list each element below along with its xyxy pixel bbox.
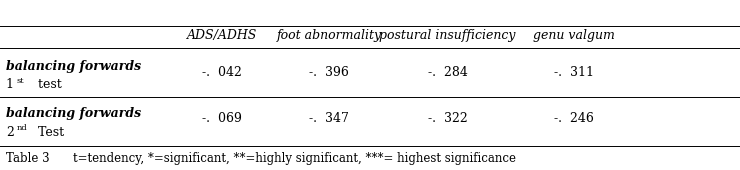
Text: postural insufficiency: postural insufficiency bbox=[380, 29, 516, 42]
Text: Table 3: Table 3 bbox=[6, 152, 50, 165]
Text: foot abnormality: foot abnormality bbox=[277, 29, 382, 42]
Text: nd: nd bbox=[16, 124, 27, 132]
Text: -.  322: -. 322 bbox=[428, 113, 468, 125]
Text: -.  042: -. 042 bbox=[202, 66, 242, 79]
Text: balancing forwards: balancing forwards bbox=[6, 60, 141, 73]
Text: ADS/ADHS: ADS/ADHS bbox=[186, 29, 258, 42]
Text: -.  284: -. 284 bbox=[428, 66, 468, 79]
Text: -.  311: -. 311 bbox=[554, 66, 593, 79]
Text: -.  396: -. 396 bbox=[309, 66, 349, 79]
Text: 2: 2 bbox=[6, 126, 14, 139]
Text: genu valgum: genu valgum bbox=[533, 29, 614, 42]
Text: Test: Test bbox=[34, 126, 64, 139]
Text: test: test bbox=[34, 79, 62, 91]
Text: t=tendency, *=significant, **=highly significant, ***= highest significance: t=tendency, *=significant, **=highly sig… bbox=[73, 152, 516, 165]
Text: -.  069: -. 069 bbox=[202, 113, 242, 125]
Text: st: st bbox=[16, 77, 24, 85]
Text: balancing forwards: balancing forwards bbox=[6, 107, 141, 120]
Text: 1: 1 bbox=[6, 79, 14, 91]
Text: -.  246: -. 246 bbox=[554, 113, 593, 125]
Text: -.  347: -. 347 bbox=[309, 113, 349, 125]
